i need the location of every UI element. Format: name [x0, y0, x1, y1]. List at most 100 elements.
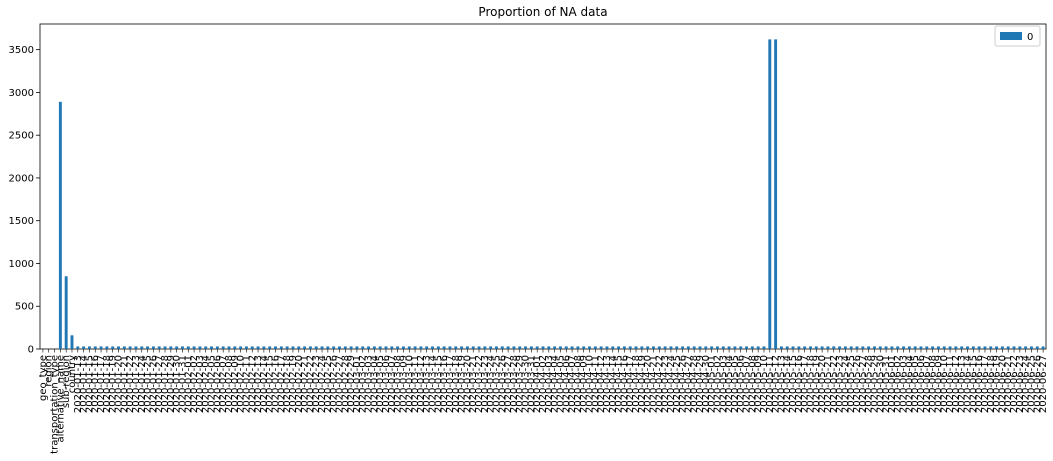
x-tick-label: 2020-06-05	[910, 355, 921, 413]
bar	[704, 346, 708, 349]
bar	[593, 346, 597, 349]
bar	[233, 346, 237, 349]
bar	[814, 346, 818, 349]
bar	[820, 346, 824, 349]
x-tick-label: 2020-06-03	[899, 355, 910, 413]
x-tick-label: 2020-04-27	[683, 355, 694, 413]
bar	[401, 346, 405, 349]
bar	[64, 276, 68, 349]
x-tick-label: 2020-02-10	[236, 355, 247, 413]
x-tick-label: 2020-04-07	[567, 355, 578, 413]
x-tick-label: 2020-06-02	[893, 355, 904, 413]
bar	[843, 346, 847, 349]
x-tick-label: 2020-03-29	[515, 355, 526, 413]
x-tick-label: 2020-05-12	[771, 355, 782, 413]
bar	[425, 346, 429, 349]
x-tick-label: 2020-02-26	[329, 355, 340, 413]
y-tick-label: 3000	[9, 88, 34, 99]
bar	[652, 346, 655, 349]
x-tick-label: 2020-01-14	[79, 355, 90, 413]
bar	[727, 346, 731, 349]
bar	[675, 346, 679, 349]
x-tick-label: 2020-03-16	[439, 355, 450, 413]
x-tick-label: 2020-03-14	[428, 355, 439, 413]
x-tick-label: 2020-06-15	[968, 355, 979, 413]
x-tick-label: geo_type	[38, 355, 49, 401]
bar	[605, 346, 609, 349]
bar	[506, 346, 510, 349]
x-tick-label: 2020-04-19	[637, 355, 648, 413]
x-tick-label: 2020-02-22	[305, 355, 316, 413]
bar	[93, 346, 97, 349]
bar	[1035, 346, 1039, 349]
x-tick-label: 2020-05-14	[782, 355, 793, 413]
x-tick-label: 2020-03-22	[474, 355, 485, 413]
x-tick-label: 2020-05-22	[829, 355, 840, 413]
legend: 0	[994, 25, 1041, 47]
bar	[873, 346, 876, 349]
x-tick-label: 2020-01-22	[125, 355, 136, 413]
bar	[99, 346, 103, 349]
x-tick-label: 2020-05-23	[835, 355, 846, 413]
x-tick-label: 2020-02-18	[282, 355, 293, 413]
x-tick-label: 2020-05-26	[852, 355, 863, 413]
x-tick-label: 2020-03-03	[364, 355, 375, 413]
x-tick-label: 2020-03-23	[480, 355, 491, 413]
bar	[489, 346, 493, 349]
x-tick-label: 2020-04-06	[561, 355, 572, 413]
bar	[175, 346, 179, 349]
bar	[1000, 346, 1004, 349]
bar	[332, 346, 336, 349]
bar	[826, 346, 830, 349]
x-tick-label: 2020-02-05	[207, 355, 218, 413]
x-tick-label: 2020-05-25	[846, 355, 857, 413]
x-tick-label: 2020-02-19	[288, 355, 299, 413]
x-tick-label: 2020-06-23	[1015, 355, 1026, 413]
bar	[181, 346, 184, 349]
x-tick-label: 2020-01-25	[143, 355, 154, 413]
x-tick-label: 2020-01-27	[154, 355, 165, 413]
bar	[692, 346, 696, 349]
bar	[902, 346, 905, 349]
bar	[861, 346, 865, 349]
bar	[541, 346, 545, 349]
bar	[954, 346, 958, 349]
bar	[681, 346, 685, 349]
x-tick-label: 2020-04-09	[579, 355, 590, 413]
x-tick-label: 2020-02-15	[265, 355, 276, 413]
bar	[628, 346, 632, 349]
x-tick-label: 2020-04-13	[602, 355, 613, 413]
bar	[82, 346, 86, 349]
x-tick-label: 2020-04-08	[573, 355, 584, 413]
bar	[710, 346, 714, 349]
x-tick-label: 2020-01-23	[131, 355, 142, 413]
bar	[274, 346, 277, 349]
x-tick-label: 2020-06-08	[928, 355, 939, 413]
bar	[465, 346, 469, 349]
bar	[157, 346, 161, 349]
x-tick-label: 2020-05-15	[788, 355, 799, 413]
x-tick-label: 2020-04-25	[672, 355, 683, 413]
x-tick-label: 2020-06-24	[1021, 355, 1032, 413]
bar	[1030, 346, 1033, 349]
bar	[855, 346, 859, 349]
bar	[326, 346, 330, 349]
bar	[553, 346, 557, 349]
bar	[495, 346, 498, 349]
bar	[186, 346, 190, 349]
x-tick-label: 2020-06-26	[1032, 355, 1043, 413]
bar	[192, 346, 196, 349]
bar	[297, 346, 301, 349]
bar	[931, 346, 935, 349]
bar	[285, 346, 289, 349]
bar	[250, 346, 254, 349]
bar	[477, 346, 481, 349]
x-tick-label: 2020-05-13	[776, 355, 787, 413]
bar	[774, 39, 778, 349]
x-tick-label: 2020-05-28	[864, 355, 875, 413]
bar	[791, 346, 795, 349]
x-tick-label: 2020-05-06	[736, 355, 747, 413]
x-tick-label: 2020-05-19	[811, 355, 822, 413]
y-tick-label: 1000	[9, 259, 34, 270]
